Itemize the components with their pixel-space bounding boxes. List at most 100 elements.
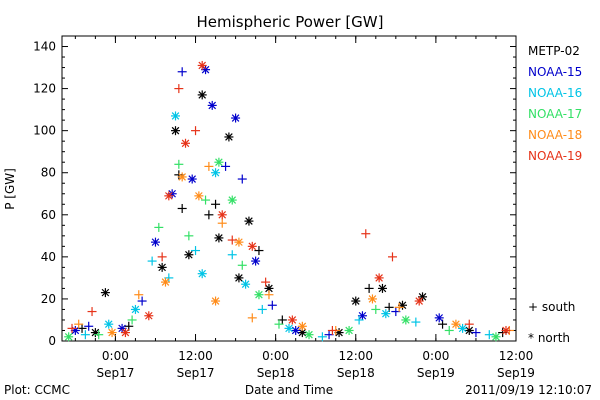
chart-title: Hemispheric Power [GW] — [197, 13, 384, 31]
point-noaa-16-south — [227, 250, 237, 260]
point-noaa-18-south — [247, 313, 257, 323]
point-noaa-19-south — [361, 229, 371, 239]
point-noaa-17-south — [154, 222, 164, 232]
point-metp-02-south — [204, 210, 214, 220]
point-noaa-16-north — [130, 304, 140, 314]
x-tick-label-date: Sep18 — [337, 366, 375, 380]
point-noaa-16-south — [80, 330, 90, 340]
point-noaa-19-south — [174, 84, 184, 94]
point-noaa-17-south — [94, 330, 104, 340]
point-noaa-15-north — [357, 311, 367, 321]
point-noaa-15-south — [237, 174, 247, 184]
point-noaa-15-south — [267, 300, 277, 310]
point-metp-02-north — [184, 250, 194, 260]
point-noaa-16-north — [458, 323, 468, 333]
point-noaa-17-north — [214, 157, 224, 167]
point-noaa-17-south — [237, 260, 247, 270]
point-noaa-16-south — [147, 256, 157, 266]
point-metp-02-south — [211, 199, 221, 209]
point-noaa-18-south — [74, 319, 84, 329]
point-noaa-17-south — [371, 304, 381, 314]
point-metp-02-south — [364, 283, 374, 293]
point-metp-02-north — [234, 273, 244, 283]
point-noaa-15-south — [177, 67, 187, 77]
point-metp-02-north — [351, 296, 361, 306]
y-tick-label: 80 — [41, 166, 56, 180]
point-noaa-16-south — [191, 246, 201, 256]
series-legend: METP-02 NOAA-15 NOAA-16 NOAA-17 NOAA-18 NOAA-… — [528, 44, 582, 163]
point-noaa-17-north — [304, 330, 314, 340]
point-noaa-15-north — [207, 100, 217, 110]
plot-frame — [61, 35, 517, 342]
x-axis-label: Date and Time — [245, 383, 333, 397]
point-noaa-18-south — [264, 290, 274, 300]
point-noaa-19-north — [247, 241, 257, 251]
point-noaa-18-south — [204, 161, 214, 171]
point-noaa-18-north — [177, 172, 187, 182]
x-tick-label-date: Sep18 — [257, 366, 295, 380]
point-noaa-15-south — [221, 161, 231, 171]
point-noaa-15-south — [137, 296, 147, 306]
y-tick-label: 100 — [33, 124, 56, 138]
point-noaa-18-north — [211, 296, 221, 306]
y-tick-label: 140 — [33, 40, 56, 54]
marker-legend-north: * north — [528, 331, 570, 345]
point-noaa-17-south — [127, 315, 137, 325]
point-noaa-17-north — [227, 195, 237, 205]
x-tick-label-date: Sep19 — [417, 366, 455, 380]
legend-noaa-19: NOAA-19 — [528, 149, 582, 163]
point-noaa-17-north — [344, 325, 354, 335]
point-noaa-19-south — [227, 235, 237, 245]
point-noaa-15-north — [187, 174, 197, 184]
legend-noaa-18: NOAA-18 — [528, 128, 582, 142]
point-noaa-19-north — [181, 138, 191, 148]
y-tick-label: 0 — [48, 334, 56, 348]
point-noaa-18-north — [234, 237, 244, 247]
point-noaa-16-north — [171, 111, 180, 121]
point-noaa-19-south — [464, 319, 474, 329]
point-noaa-18-north — [107, 328, 117, 338]
point-metp-02-north — [157, 262, 167, 272]
point-noaa-18-south — [134, 290, 144, 300]
x-tick-label-time: 0:00 — [102, 349, 129, 363]
point-noaa-16-north — [284, 323, 294, 333]
point-noaa-15-north — [434, 313, 444, 323]
marker-legend: + south * north — [528, 300, 575, 345]
point-noaa-17-south — [184, 231, 194, 241]
point-noaa-17-south — [444, 325, 454, 335]
legend-noaa-17: NOAA-17 — [528, 107, 582, 121]
point-metp-02-north — [224, 132, 234, 142]
point-noaa-18-north — [367, 294, 377, 304]
legend-noaa-16: NOAA-16 — [528, 86, 582, 100]
point-noaa-17-north — [254, 290, 264, 300]
point-noaa-19-north — [197, 60, 207, 70]
point-noaa-15-north — [251, 256, 261, 266]
point-metp-02-north — [264, 283, 274, 293]
y-tick-label: 60 — [41, 208, 56, 222]
data-points — [64, 60, 514, 342]
point-noaa-17-south — [201, 195, 211, 205]
x-tick-label-time: 12:00 — [499, 349, 534, 363]
point-noaa-16-north — [241, 279, 251, 289]
point-noaa-18-south — [217, 218, 227, 228]
point-noaa-19-south — [327, 325, 337, 335]
point-noaa-16-south — [257, 304, 267, 314]
point-noaa-16-south — [354, 315, 364, 325]
point-noaa-17-south — [274, 319, 284, 329]
y-tick-label: 120 — [33, 82, 56, 96]
point-noaa-15-north — [231, 113, 241, 123]
point-noaa-19-south — [87, 307, 97, 317]
plot-credit: Plot: CCMC — [4, 383, 70, 397]
point-noaa-19-north — [164, 191, 174, 201]
marker-legend-south: + south — [528, 300, 575, 314]
point-noaa-19-south — [157, 252, 167, 262]
point-metp-02-north — [377, 283, 387, 293]
plot-timestamp: 2011/09/19 12:10:07 — [465, 383, 592, 397]
x-tick-label-date: Sep17 — [177, 366, 215, 380]
point-noaa-19-north — [217, 210, 227, 220]
point-noaa-15-north — [291, 325, 301, 335]
point-noaa-17-south — [174, 159, 184, 169]
point-noaa-16-north — [381, 309, 391, 319]
point-metp-02-north — [197, 90, 207, 100]
point-noaa-18-north — [297, 321, 307, 331]
